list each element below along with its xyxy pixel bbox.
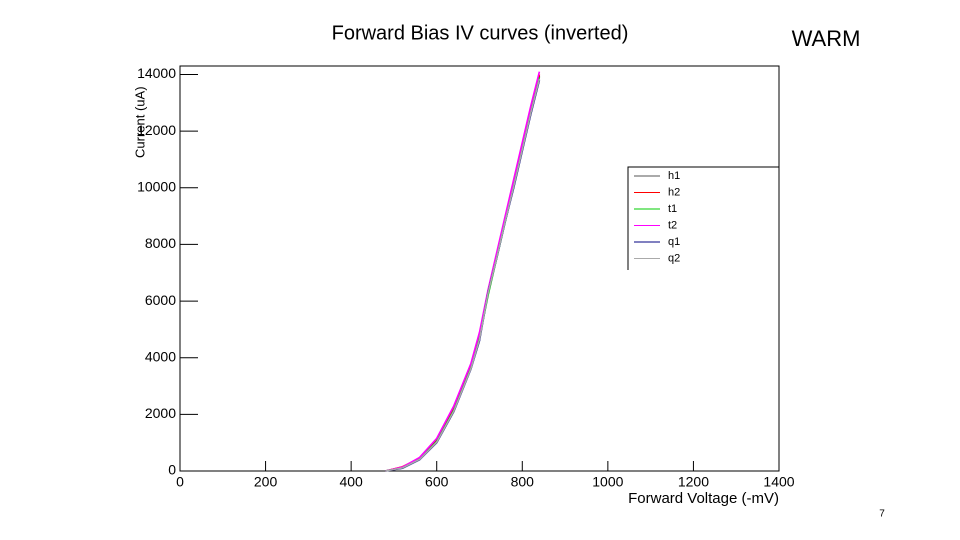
page-number: 7: [879, 509, 885, 520]
x-tick-label: 1200: [678, 474, 709, 490]
series-line: [385, 78, 541, 472]
legend-label: q1: [668, 236, 680, 248]
x-tick-label: 800: [511, 474, 535, 490]
y-tick-label: 6000: [145, 292, 176, 308]
y-tick-label: 4000: [145, 348, 176, 364]
annotation: WARM: [792, 26, 861, 51]
plot-frame: [179, 65, 780, 472]
series-line: [385, 77, 541, 472]
legend-label: h1: [668, 170, 680, 182]
legend: h1 h2 t1 t2 q1 q2: [627, 166, 779, 270]
y-tick-label: 14000: [137, 65, 176, 81]
legend-label: q2: [668, 252, 680, 264]
y-tick-label: 12000: [137, 122, 176, 138]
series-line: [385, 74, 541, 472]
legend-label: h2: [668, 186, 680, 198]
series-line: [385, 75, 541, 472]
x-tick-label: 1000: [592, 474, 623, 490]
y-tick-label: 2000: [145, 405, 176, 421]
x-tick-label: 0: [176, 474, 184, 490]
chart-title: Forward Bias IV curves (inverted): [332, 22, 629, 44]
x-tick-label: 1400: [763, 474, 794, 490]
x-tick-label: 600: [425, 474, 449, 490]
series-line: [385, 79, 541, 472]
y-tick-label: 8000: [145, 235, 176, 251]
legend-label: t2: [668, 219, 677, 231]
y-tick-label: 10000: [137, 178, 176, 194]
y-axis-label: Current (uA): [132, 86, 147, 158]
legend-label: t1: [668, 203, 677, 215]
series-line: [385, 71, 541, 472]
x-axis-label: Forward Voltage (-mV): [628, 490, 779, 507]
x-tick-label: 200: [254, 474, 278, 490]
legend-frame: [627, 166, 779, 270]
y-tick-label: 0: [168, 462, 176, 478]
x-tick-label: 400: [339, 474, 363, 490]
